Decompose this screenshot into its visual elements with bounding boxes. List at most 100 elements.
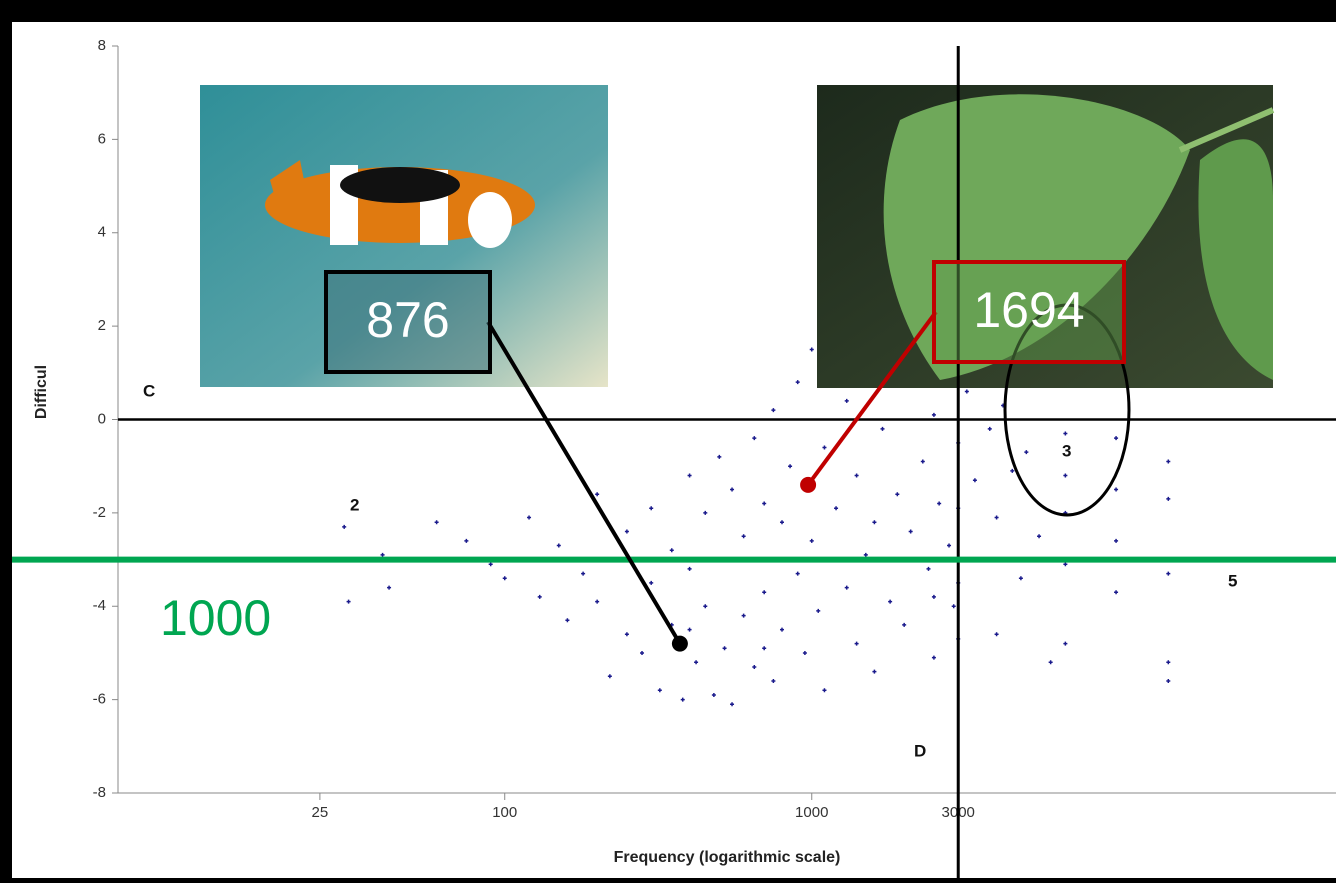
callout-label: 1694 <box>973 282 1084 338</box>
point <box>669 548 674 553</box>
point <box>822 688 827 693</box>
point <box>624 632 629 637</box>
point <box>607 674 612 679</box>
point <box>964 389 969 394</box>
point <box>994 515 999 520</box>
point <box>872 669 877 674</box>
point <box>854 641 859 646</box>
x-axis-label: Frequency (logarithmic scale) <box>614 849 841 866</box>
point <box>581 571 586 576</box>
y-axis-label: Difficul <box>33 365 50 419</box>
callout-point <box>800 476 817 493</box>
y-tick-label: -8 <box>93 784 106 801</box>
point <box>1037 534 1042 539</box>
point <box>762 590 767 595</box>
callout-line <box>806 310 938 487</box>
point <box>1166 571 1171 576</box>
x-tick-label: 25 <box>312 804 329 821</box>
point <box>752 664 757 669</box>
point <box>795 380 800 385</box>
point <box>1063 641 1068 646</box>
point <box>752 436 757 441</box>
point <box>1166 496 1171 501</box>
point <box>854 473 859 478</box>
point <box>908 529 913 534</box>
point <box>387 585 392 590</box>
y-tick-label: 6 <box>98 130 106 147</box>
point <box>880 426 885 431</box>
x-tick-label: 1000 <box>795 804 828 821</box>
point <box>342 524 347 529</box>
region-label: 2 <box>350 495 359 514</box>
point <box>1048 660 1053 665</box>
point <box>788 464 793 469</box>
point <box>1018 576 1023 581</box>
point <box>694 660 699 665</box>
point <box>649 506 654 511</box>
threshold-label: 1000 <box>160 590 271 646</box>
point <box>687 473 692 478</box>
point <box>741 534 746 539</box>
point <box>1114 487 1119 492</box>
point <box>994 632 999 637</box>
point <box>926 566 931 571</box>
point <box>595 492 600 497</box>
y-tick-label: -6 <box>93 691 106 708</box>
point <box>809 347 814 352</box>
point <box>1024 450 1029 455</box>
point <box>1063 431 1068 436</box>
point <box>711 692 716 697</box>
point <box>730 702 735 707</box>
point <box>902 622 907 627</box>
point <box>687 566 692 571</box>
point <box>844 398 849 403</box>
callout-point <box>671 635 688 652</box>
point <box>872 520 877 525</box>
plot: -8-6-4-2024682510010003000Frequency (log… <box>33 37 1336 866</box>
point <box>816 608 821 613</box>
y-tick-label: 0 <box>98 410 106 427</box>
callout-box <box>324 270 492 374</box>
y-tick-label: 2 <box>98 317 106 334</box>
callout-line <box>486 320 682 645</box>
point <box>741 613 746 618</box>
point <box>779 520 784 525</box>
point <box>537 594 542 599</box>
y-tick-label: -2 <box>93 504 106 521</box>
callout-box <box>932 260 1126 364</box>
point <box>730 487 735 492</box>
point <box>1114 590 1119 595</box>
point <box>595 599 600 604</box>
point <box>556 543 561 548</box>
region-label: 5 <box>1228 571 1237 590</box>
point <box>1010 468 1015 473</box>
point <box>640 650 645 655</box>
point <box>565 618 570 623</box>
point <box>657 688 662 693</box>
point <box>502 576 507 581</box>
point <box>987 426 992 431</box>
point <box>795 571 800 576</box>
point <box>380 552 385 557</box>
point <box>527 515 532 520</box>
point <box>834 506 839 511</box>
point <box>888 599 893 604</box>
point <box>863 552 868 557</box>
point <box>809 538 814 543</box>
point <box>346 599 351 604</box>
point <box>931 594 936 599</box>
callout-label: 876 <box>366 292 449 348</box>
point <box>1063 562 1068 567</box>
point <box>937 501 942 506</box>
point <box>771 678 776 683</box>
y-tick-label: 4 <box>98 224 106 241</box>
point <box>762 501 767 506</box>
point <box>1063 473 1068 478</box>
point <box>895 492 900 497</box>
point <box>771 408 776 413</box>
point <box>464 538 469 543</box>
point <box>624 529 629 534</box>
point <box>762 646 767 651</box>
